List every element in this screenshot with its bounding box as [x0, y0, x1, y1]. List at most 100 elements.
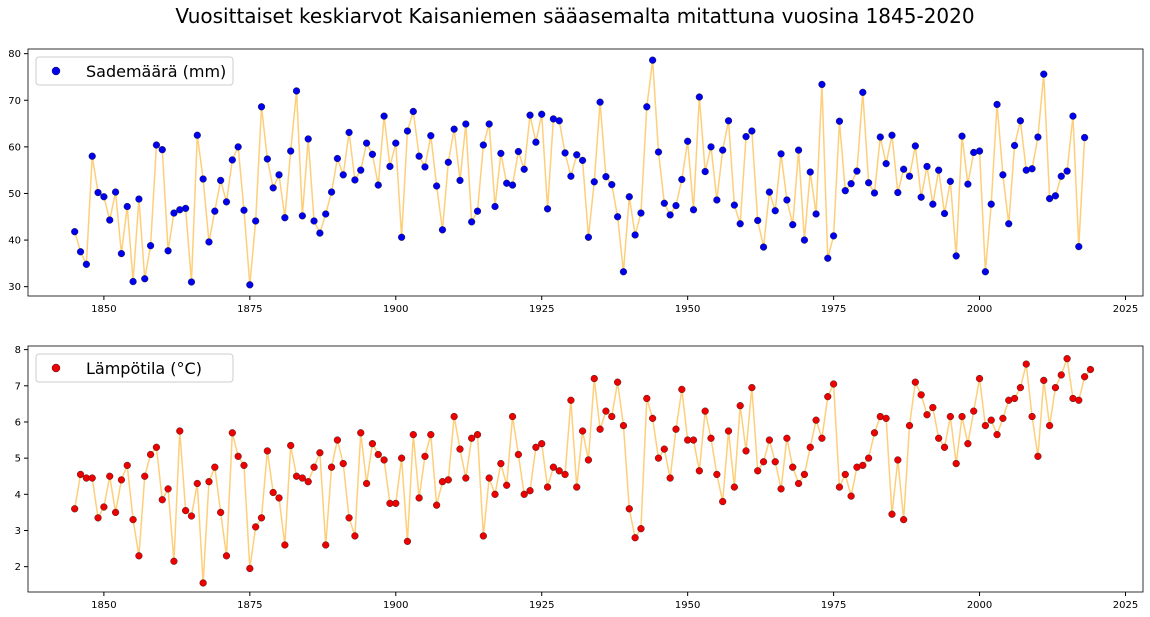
data-point — [829, 380, 838, 388]
data-point — [614, 378, 622, 386]
data-point — [246, 281, 254, 289]
data-point — [1022, 360, 1030, 368]
data-point — [643, 394, 651, 403]
data-point — [491, 490, 499, 498]
data-point — [176, 427, 184, 435]
data-point — [917, 193, 925, 201]
data-point — [152, 141, 161, 149]
data-point — [433, 182, 441, 190]
data-point — [865, 454, 873, 462]
data-point — [444, 158, 452, 166]
data-point — [894, 456, 902, 464]
data-point — [415, 152, 423, 160]
data-point — [345, 128, 353, 137]
data-point — [1040, 70, 1048, 78]
data-point — [333, 154, 342, 163]
data-point — [771, 458, 779, 466]
data-point — [765, 436, 773, 444]
data-point — [660, 445, 668, 453]
temperature-chart: 1850 1875 1900 1925 1950 1975 2000 2025 2 3 4 5 6 7 8 L… — [15, 345, 1144, 611]
data-point — [824, 254, 832, 262]
data-point — [742, 133, 750, 141]
data-point — [88, 152, 96, 160]
data-point — [269, 488, 277, 497]
data-point — [911, 378, 919, 386]
data-point — [526, 111, 534, 119]
data-point — [888, 131, 896, 139]
x-tick-label: 2000 — [967, 304, 992, 315]
data-point — [111, 508, 120, 517]
data-point — [806, 443, 814, 451]
legend-label: Lämpötila (°C) — [86, 359, 202, 378]
data-point — [929, 200, 937, 208]
data-point — [508, 181, 517, 189]
data-point — [1051, 192, 1060, 200]
data-point — [152, 443, 161, 451]
data-point — [783, 434, 791, 442]
data-point — [392, 139, 400, 147]
y-tick-label: 80 — [8, 49, 21, 60]
data-point — [748, 384, 756, 392]
data-point — [999, 414, 1007, 422]
data-point — [1010, 141, 1019, 150]
data-point — [1005, 220, 1013, 228]
data-point — [631, 231, 639, 239]
data-point — [111, 188, 120, 196]
data-point — [993, 100, 1001, 109]
data-point — [1034, 452, 1042, 460]
data-point — [1010, 394, 1019, 403]
data-point — [164, 247, 172, 255]
data-point — [724, 117, 733, 125]
data-point — [386, 162, 394, 171]
data-point — [999, 171, 1007, 179]
data-point — [252, 523, 260, 531]
data-point — [865, 179, 873, 187]
data-point — [900, 516, 908, 524]
data-point — [900, 165, 908, 173]
data-point — [835, 117, 844, 125]
data-point — [812, 416, 820, 424]
data-point — [835, 483, 844, 491]
x-tick-label: 1925 — [529, 304, 554, 315]
x-tick-label: 2025 — [1113, 304, 1138, 315]
data-point — [403, 127, 412, 135]
data-point — [555, 467, 563, 475]
data-point — [1016, 117, 1025, 125]
data-point — [555, 117, 563, 125]
data-point — [789, 463, 797, 471]
data-point — [228, 429, 236, 437]
data-point — [631, 534, 639, 542]
data-point — [824, 393, 832, 401]
data-point — [888, 510, 896, 518]
data-point — [946, 177, 954, 185]
data-point — [1081, 373, 1089, 381]
data-point — [123, 202, 131, 211]
data-point — [794, 479, 803, 488]
data-point — [964, 440, 972, 448]
x-tick-label: 2000 — [967, 600, 992, 611]
data-point — [403, 537, 412, 545]
data-point — [538, 440, 546, 448]
data-point — [211, 207, 219, 215]
data-point — [742, 447, 750, 455]
x-tick-label: 1925 — [529, 600, 554, 611]
data-point — [520, 165, 528, 173]
data-point — [637, 525, 645, 533]
data-point — [398, 454, 406, 462]
data-point — [421, 163, 429, 171]
data-point — [543, 205, 552, 213]
data-point — [485, 474, 493, 482]
data-point — [800, 470, 809, 479]
data-point — [193, 479, 201, 488]
data-point — [187, 512, 196, 520]
data-point — [497, 459, 505, 468]
y-tick-label: 30 — [8, 282, 21, 293]
data-point — [689, 206, 698, 214]
y-tick-label: 4 — [15, 490, 21, 501]
data-point — [619, 421, 628, 430]
data-point — [158, 496, 166, 504]
data-point — [689, 436, 698, 444]
data-point — [182, 507, 190, 515]
x-tick-label: 1850 — [91, 304, 116, 315]
